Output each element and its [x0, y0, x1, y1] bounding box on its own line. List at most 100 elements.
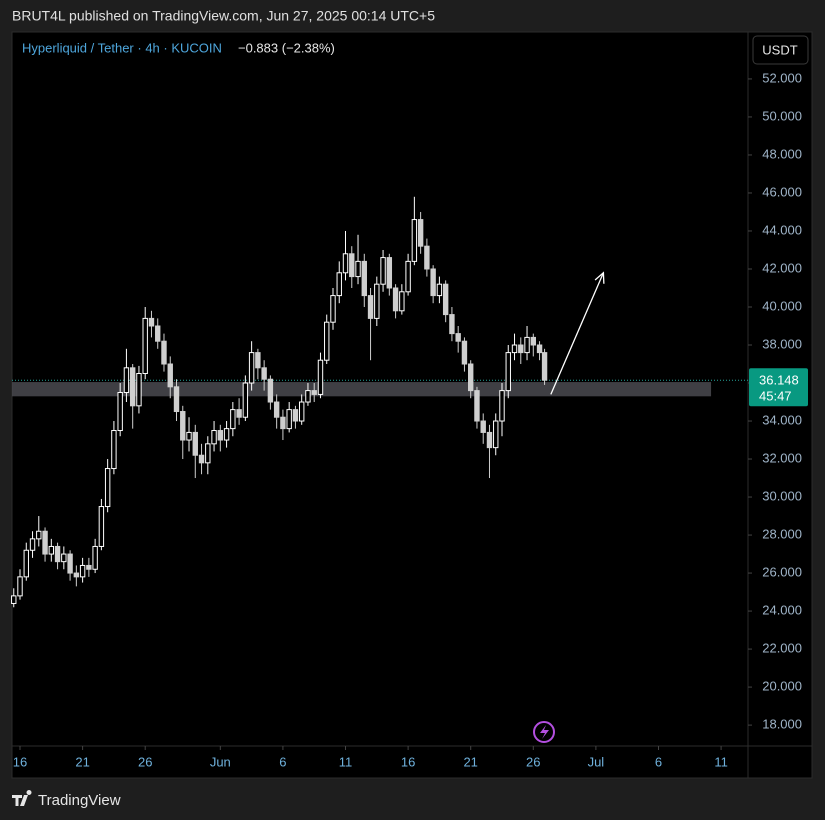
- candle-body: [248, 352, 255, 384]
- candle-body: [305, 390, 311, 403]
- candle-body: [424, 245, 430, 270]
- candle-body: [261, 367, 267, 380]
- x-tick-label: Jun: [210, 754, 231, 769]
- candle-body: [511, 344, 518, 354]
- candle-body: [374, 283, 380, 319]
- candle-body: [536, 344, 543, 354]
- icon-bolt: [540, 725, 549, 739]
- candle-body: [505, 352, 511, 392]
- x-tick-label: 6: [279, 754, 286, 769]
- candle-body: [399, 291, 405, 312]
- candle-body: [230, 409, 236, 430]
- y-tick-label: 28.000: [762, 526, 802, 541]
- candle-body: [361, 260, 367, 297]
- candle-body: [255, 352, 261, 369]
- y-tick-label: 44.000: [762, 222, 802, 237]
- candle-body: [198, 454, 205, 464]
- candle-body: [449, 314, 455, 335]
- candle-body: [111, 430, 117, 470]
- candle-body: [355, 260, 361, 278]
- y-tick-label: 50.000: [762, 108, 802, 123]
- candle-body: [180, 411, 186, 441]
- candle-body: [167, 363, 173, 388]
- candle-body: [442, 283, 449, 316]
- forecast-arrow: [550, 272, 605, 395]
- candle-body: [223, 428, 230, 441]
- candle-body: [380, 257, 386, 285]
- x-tick-label: 26: [138, 754, 152, 769]
- candle-body: [17, 576, 23, 597]
- chart-pane: [11, 31, 813, 779]
- candle-body: [430, 268, 436, 297]
- candle-body: [48, 545, 55, 555]
- x-tick-label: 16: [13, 754, 27, 769]
- candle-body: [161, 340, 167, 365]
- candle-body: [486, 431, 493, 449]
- candle-body: [142, 317, 148, 375]
- support-zone: [12, 382, 712, 397]
- y-tick-label: 30.000: [762, 488, 802, 503]
- candle-body: [92, 545, 98, 570]
- candle-body: [155, 325, 161, 342]
- y-tick-label: 22.000: [762, 641, 802, 656]
- candle-body: [129, 367, 136, 407]
- candle-body: [474, 390, 480, 422]
- y-tick-label: 32.000: [762, 450, 802, 465]
- candle-body: [123, 367, 130, 394]
- last-price-box: [749, 368, 808, 407]
- candle-body: [54, 545, 61, 563]
- x-tick-label: 11: [339, 754, 353, 769]
- logo-mark: [12, 789, 32, 806]
- candle-body: [530, 336, 536, 346]
- y-tick-label: 40.000: [762, 298, 802, 313]
- y-tick-label: 18.000: [762, 717, 802, 732]
- plot: 18.000 20.000 22.000 24.000 26.000 28.000 30.0…: [11, 70, 808, 769]
- candle-body: [541, 352, 548, 381]
- candle-body: [411, 219, 418, 262]
- candle-body: [461, 340, 468, 365]
- y-tick-label: 46.000: [762, 184, 802, 199]
- candle-body: [480, 420, 486, 433]
- candle-body: [148, 317, 155, 327]
- candle-body: [342, 253, 349, 274]
- publish-header: BRUT4L published on TradingView.com, Jun…: [12, 8, 435, 24]
- y-tick-label: 34.000: [762, 412, 802, 427]
- x-tick-label: Jul: [588, 754, 605, 769]
- y-tick-label: 42.000: [762, 260, 802, 275]
- candle-body: [242, 382, 249, 418]
- candle-body: [330, 295, 336, 323]
- x-tick-label: 11: [714, 754, 728, 769]
- x-tick-label: 6: [655, 754, 662, 769]
- x-tick-label: 21: [75, 754, 89, 769]
- candle-body: [36, 530, 42, 540]
- candle-body: [73, 572, 80, 578]
- candle-body: [468, 363, 474, 392]
- change-label: −0.883 (−2.38%): [238, 40, 335, 55]
- candle-body: [67, 553, 73, 574]
- y-tick-label: 52.000: [762, 70, 802, 85]
- candle-body: [311, 390, 317, 395]
- candle-body: [367, 295, 374, 319]
- candle-body: [280, 416, 286, 430]
- candle-body: [436, 283, 443, 297]
- candle-body: [273, 401, 280, 418]
- candle-body: [324, 321, 330, 361]
- candle-body: [267, 378, 274, 403]
- candle-body: [205, 443, 211, 464]
- candle-body: [518, 344, 524, 354]
- candle-body: [11, 595, 17, 604]
- candle-body: [236, 409, 242, 418]
- footer-brand: TradingView: [38, 792, 121, 809]
- currency-button[interactable]: [752, 35, 809, 65]
- last-price-label: 36.148: [759, 373, 799, 388]
- candle-body: [192, 431, 198, 456]
- candle-body: [499, 390, 505, 422]
- lightning-icon[interactable]: [533, 721, 555, 743]
- candle-body: [493, 420, 499, 449]
- candle-body: [217, 430, 224, 441]
- candle-body: [23, 549, 29, 578]
- candle-body: [211, 430, 217, 445]
- candle-body: [386, 257, 393, 289]
- candle-body: [292, 409, 299, 422]
